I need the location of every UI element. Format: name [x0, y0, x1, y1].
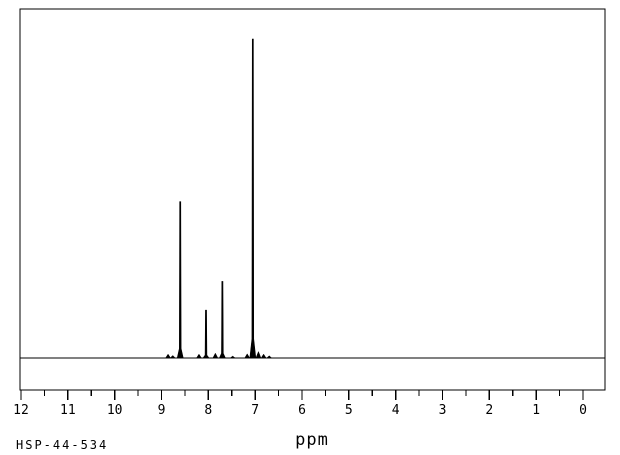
- noise-bump: [165, 353, 172, 359]
- x-tick-label: 10: [106, 403, 123, 418]
- spectrum-peak: [176, 201, 184, 359]
- spectrum-peak: [202, 309, 210, 359]
- x-tick-label: 1: [532, 403, 541, 418]
- noise-bump: [196, 353, 202, 359]
- x-tick-label: 0: [579, 403, 587, 418]
- x-tick-label: 9: [157, 403, 166, 418]
- x-axis-label: ppm: [295, 430, 329, 450]
- x-tick-label: 3: [438, 403, 447, 418]
- spectrum-peak: [218, 281, 226, 359]
- spectrum-peak: [249, 38, 257, 359]
- x-tick-label: 11: [60, 403, 76, 418]
- noise-bump: [255, 350, 262, 359]
- x-tick-label: 5: [344, 403, 353, 418]
- x-tick-label: 6: [298, 403, 306, 418]
- noise-bump: [212, 352, 219, 359]
- noise-bump: [229, 355, 236, 359]
- x-tick-label: 2: [485, 403, 494, 418]
- noise-bump: [260, 353, 267, 359]
- x-tick-label: 4: [391, 403, 400, 418]
- noise-bump: [244, 353, 251, 359]
- sample-id-label: HSP-44-534: [16, 438, 109, 452]
- noise-bump: [169, 355, 176, 359]
- plot-border: [19, 8, 606, 391]
- noise-bump: [266, 355, 273, 359]
- x-tick-label: 8: [204, 403, 213, 418]
- x-tick-label: 12: [13, 403, 29, 418]
- x-tick-label: 7: [251, 403, 260, 418]
